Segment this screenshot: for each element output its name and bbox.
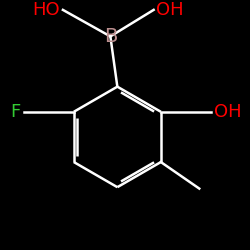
Text: F: F — [10, 103, 21, 121]
Text: B: B — [104, 27, 117, 46]
Text: OH: OH — [214, 103, 242, 121]
Text: OH: OH — [156, 1, 184, 19]
Text: HO: HO — [32, 1, 60, 19]
